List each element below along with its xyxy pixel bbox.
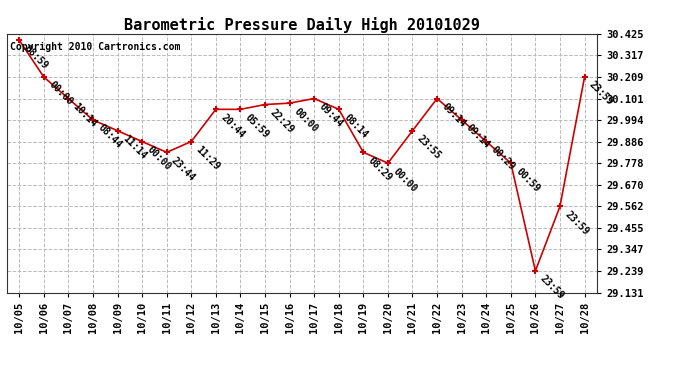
Text: 00:00: 00:00 [293,106,320,134]
Text: 08:44: 08:44 [96,123,124,150]
Text: 05:59: 05:59 [243,112,271,140]
Text: 22:29: 22:29 [268,107,295,135]
Text: 00:00: 00:00 [391,166,419,194]
Text: 08:59: 08:59 [22,43,50,71]
Text: 08:14: 08:14 [342,112,369,140]
Text: 23:59: 23:59 [587,80,615,108]
Text: 00:59: 00:59 [513,166,542,194]
Text: 20:44: 20:44 [219,112,246,140]
Text: 08:29: 08:29 [366,155,394,183]
Text: 23:55: 23:55 [415,134,443,161]
Text: 23:44: 23:44 [170,155,197,183]
Text: 09:14: 09:14 [464,123,492,150]
Title: Barometric Pressure Daily High 20101029: Barometric Pressure Daily High 20101029 [124,16,480,33]
Text: 11:14: 11:14 [120,134,148,161]
Text: 11:29: 11:29 [194,144,222,172]
Text: 00:00: 00:00 [145,144,172,172]
Text: Copyright 2010 Cartronics.com: Copyright 2010 Cartronics.com [10,42,180,51]
Text: 00:29: 00:29 [489,144,517,172]
Text: 09:44: 09:44 [317,101,345,129]
Text: 09:14: 09:14 [440,101,468,129]
Text: 23:59: 23:59 [538,274,566,302]
Text: 23:59: 23:59 [563,209,591,237]
Text: 10:14: 10:14 [71,101,99,129]
Text: 00:00: 00:00 [46,80,75,108]
